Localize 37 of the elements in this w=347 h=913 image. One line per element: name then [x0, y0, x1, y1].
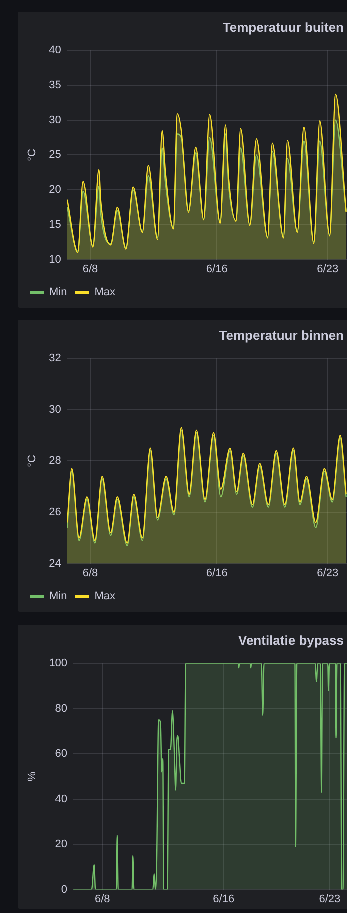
y-tick-label: 35 — [49, 80, 62, 92]
x-tick-label: 6/8 — [82, 567, 98, 580]
y-tick-label: 30 — [49, 404, 62, 416]
y-tick-label: 24 — [49, 558, 62, 570]
x-tick-label: 6/16 — [213, 893, 235, 906]
x-tick-label: 6/16 — [206, 263, 228, 276]
chart-title: Ventilatie bypass — [238, 633, 344, 648]
y-axis-title: % — [26, 772, 39, 782]
y-tick-label: 15 — [49, 218, 62, 231]
y-tick-label: 25 — [49, 149, 62, 162]
x-tick-label: 6/23 — [319, 893, 341, 906]
x-tick-label: 6/8 — [82, 263, 98, 276]
y-tick-label: 20 — [49, 184, 62, 196]
x-tick-label: 6/16 — [206, 567, 228, 580]
y-tick-label: 40 — [49, 44, 62, 57]
legend-label: Min — [50, 590, 68, 603]
y-tick-label: 26 — [49, 506, 62, 519]
y-tick-label: 60 — [55, 748, 68, 760]
legend-label: Max — [94, 590, 116, 603]
chart-title: Temperatuur buiten — [222, 20, 344, 35]
x-tick-label: 6/8 — [94, 893, 110, 906]
y-tick-label: 30 — [49, 114, 62, 126]
y-tick-label: 40 — [55, 793, 68, 806]
legend-label: Min — [50, 286, 68, 299]
y-tick-label: 0 — [61, 884, 68, 896]
y-tick-label: 32 — [49, 352, 62, 365]
chart-title: Temperatuur binnen — [219, 328, 344, 343]
y-tick-label: 100 — [49, 658, 68, 670]
y-tick-label: 28 — [49, 455, 62, 468]
x-tick-label: 6/23 — [317, 263, 339, 276]
y-tick-label: 20 — [55, 838, 68, 851]
y-tick-label: 10 — [49, 254, 62, 266]
x-tick-label: 6/23 — [317, 567, 339, 580]
legend-label: Max — [94, 286, 116, 299]
y-tick-label: 80 — [55, 702, 68, 715]
y-axis-title: °C — [26, 148, 39, 162]
y-axis-title: °C — [26, 454, 39, 468]
